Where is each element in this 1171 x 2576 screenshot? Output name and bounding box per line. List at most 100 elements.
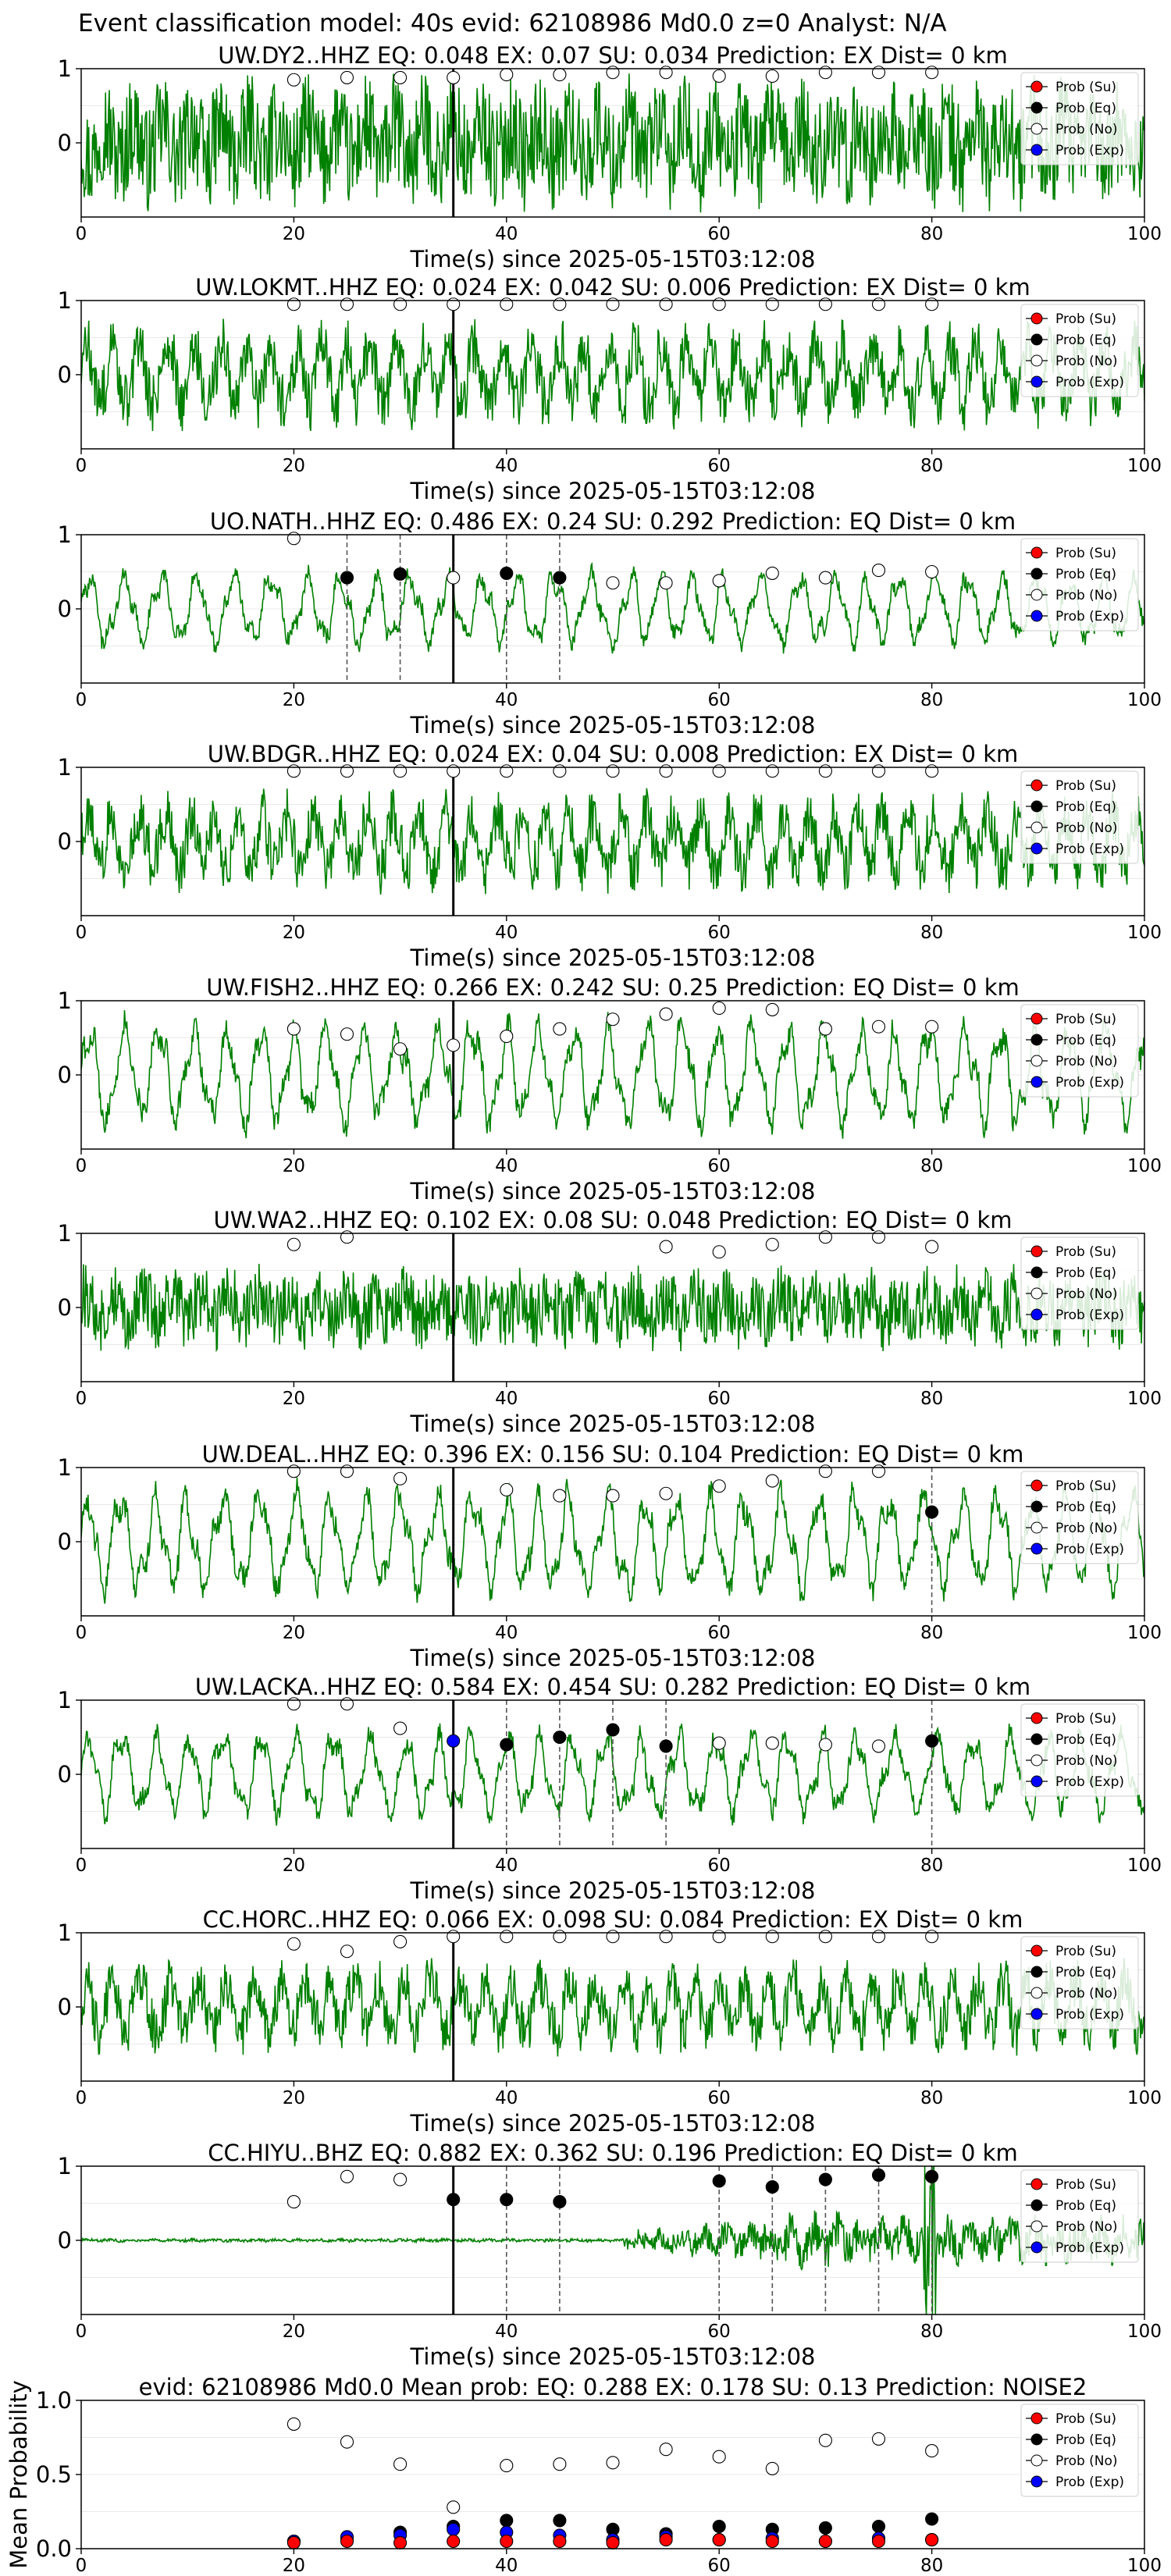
y-tick-label: 0 [58, 361, 72, 388]
legend-item-exp: Prob (Exp) [1055, 375, 1124, 390]
prob-no-point [712, 297, 726, 311]
prob-no-point [659, 66, 673, 80]
prob-no-point [871, 297, 886, 311]
prob-no-point [925, 297, 939, 311]
prob-no-point [553, 1489, 567, 1503]
prob-eq-point [765, 2180, 779, 2194]
legend-item-no-marker [1030, 1055, 1043, 1067]
prob-eq-point [340, 571, 354, 585]
legend-box [1020, 304, 1139, 397]
legend-item-eq: Prob (Eq) [1055, 101, 1116, 116]
prob-no-point [393, 70, 408, 84]
prob-no-point [818, 1464, 832, 1478]
x-tick-label: 60 [708, 690, 731, 710]
prob-no-point [287, 297, 301, 311]
prob-no-point [553, 764, 567, 778]
panel-title: UW.LACKA..HHZ EQ: 0.584 EX: 0.454 SU: 0.… [195, 1674, 1030, 1700]
x-tick-label: 60 [708, 1856, 731, 1876]
x-tick-label: 40 [495, 224, 518, 244]
y-tick-label: 0.0 [36, 2535, 72, 2562]
legend-item-exp-marker [1030, 2008, 1043, 2020]
prob-no-point [393, 2172, 408, 2186]
x-tick-label: 40 [495, 456, 518, 476]
prob-no-point [287, 1237, 301, 1251]
legend-item-no: Prob (No) [1055, 588, 1118, 603]
waveform-trace [81, 1010, 1144, 1139]
prob-no-point [500, 1030, 514, 1044]
panel-title: UW.FISH2..HHZ EQ: 0.266 EX: 0.242 SU: 0.… [206, 974, 1020, 1001]
legend-item-su-marker [1030, 312, 1043, 325]
prob-no-point [765, 1930, 779, 1944]
prob-su-point [871, 2534, 886, 2549]
x-tick-label: 80 [920, 1856, 943, 1876]
prob-no-point [871, 1930, 886, 1944]
prob-eq-point [393, 567, 408, 581]
prob-no-point [500, 68, 514, 82]
prob-eq-point [818, 2521, 832, 2535]
legend-item-eq-marker [1030, 101, 1043, 114]
prob-su-point [659, 2533, 673, 2547]
legend-item-exp: Prob (Exp) [1055, 1542, 1124, 1557]
legend-item-eq: Prob (Eq) [1055, 1033, 1116, 1048]
prob-no-point [553, 1022, 567, 1036]
x-tick-label: 80 [920, 2322, 943, 2342]
prob-no-point [606, 1930, 620, 1944]
prob-no-point [287, 1697, 301, 1711]
y-tick-label: 1 [58, 55, 72, 82]
panel-4: UW.BDGR..HHZ EQ: 0.024 EX: 0.04 SU: 0.00… [58, 741, 1162, 971]
legend-item-su: Prob (Su) [1055, 1012, 1116, 1027]
legend-item-eq: Prob (Eq) [1055, 2432, 1116, 2448]
x-tick-label: 100 [1127, 2322, 1162, 2342]
legend-item-eq-marker [1030, 1966, 1043, 1978]
prob-no-point [712, 574, 726, 588]
y-tick-label: 0 [58, 1528, 72, 1555]
prob-no-point [447, 1038, 461, 1052]
prob-no-point [871, 2432, 886, 2446]
prob-eq-point [925, 1505, 939, 1519]
x-tick-label: 80 [920, 1156, 943, 1176]
legend-item-eq: Prob (Eq) [1055, 2198, 1116, 2214]
prob-no-point [553, 297, 567, 311]
legend-item-no: Prob (No) [1055, 820, 1118, 836]
prob-su-point [712, 2533, 726, 2547]
prob-eq-point [712, 2174, 726, 2188]
x-tick-label: 60 [708, 2556, 731, 2576]
x-axis-label: Time(s) since 2025-05-15T03:12:08 [410, 1178, 816, 1204]
panel-5: UW.FISH2..HHZ EQ: 0.266 EX: 0.242 SU: 0.… [58, 974, 1162, 1204]
x-tick-label: 100 [1127, 923, 1162, 943]
prob-no-point [340, 1027, 354, 1041]
x-tick-label: 40 [495, 1156, 518, 1176]
prob-no-point [659, 764, 673, 778]
legend-item-eq: Prob (Eq) [1055, 333, 1116, 348]
x-axis-label: Time(s) since 2025-05-15T03:12:08 [410, 2110, 816, 2137]
x-tick-label: 100 [1127, 1856, 1162, 1876]
x-tick-label: 80 [920, 1623, 943, 1643]
legend-item-su: Prob (Su) [1055, 546, 1116, 561]
prob-no-point [340, 764, 354, 778]
prob-eq-point [500, 2193, 514, 2207]
prob-no-point [712, 2450, 726, 2464]
prob-no-point [606, 1012, 620, 1026]
prob-no-point [818, 1930, 832, 1944]
x-tick-label: 20 [283, 1856, 305, 1876]
panel-title: UW.LOKMT..HHZ EQ: 0.024 EX: 0.042 SU: 0.… [195, 274, 1030, 301]
legend-item-exp: Prob (Exp) [1055, 2007, 1124, 2023]
prob-no-point [500, 297, 514, 311]
y-tick-label: 1 [58, 2153, 72, 2179]
x-axis-label: Time(s) since 2025-05-15T03:12:08 [410, 1877, 816, 1904]
prob-no-point [340, 1230, 354, 1244]
prob-no-point [712, 1479, 726, 1493]
legend-item-su: Prob (Su) [1055, 1711, 1116, 1727]
prob-no-point [659, 1240, 673, 1254]
legend-item-su-marker [1030, 2178, 1043, 2190]
x-tick-label: 100 [1127, 2556, 1162, 2576]
legend-item-exp-marker [1030, 1076, 1043, 1088]
prob-no-point [287, 1022, 301, 1036]
prob-no-point [925, 1019, 939, 1034]
x-tick-label: 0 [76, 690, 87, 710]
x-tick-label: 40 [495, 2322, 518, 2342]
legend-box [1020, 1004, 1139, 1098]
legend-item-eq: Prob (Eq) [1055, 567, 1116, 582]
prob-no-point [500, 764, 514, 778]
x-tick-label: 40 [495, 1856, 518, 1876]
